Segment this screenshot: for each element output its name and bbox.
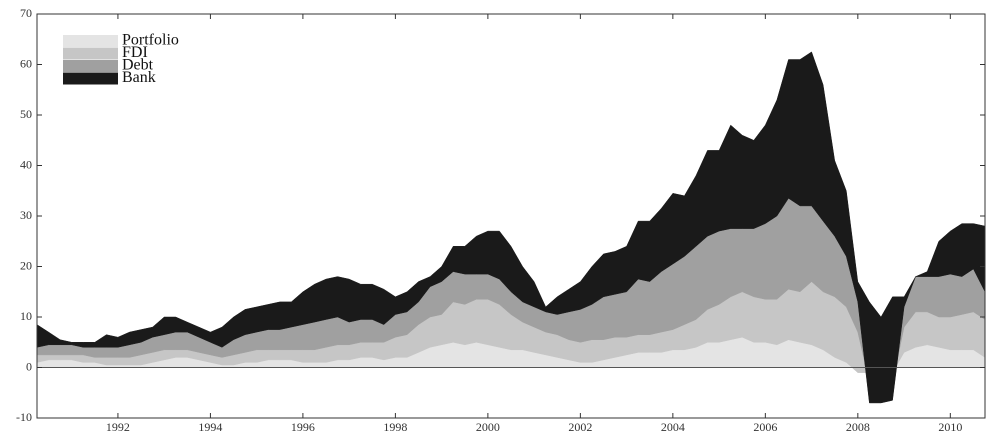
x-tick-label: 1994	[198, 420, 222, 434]
x-tick-label: 2006	[753, 420, 777, 434]
legend-label: Debt	[122, 57, 154, 74]
x-tick-label: 2000	[476, 420, 500, 434]
y-tick-label: 20	[20, 258, 32, 272]
y-tick-label: 10	[20, 309, 32, 323]
legend-swatch	[63, 60, 118, 72]
legend-label: Portfolio	[122, 32, 179, 49]
legend-label: Bank	[122, 69, 156, 86]
y-tick-label: 30	[20, 208, 32, 222]
y-tick-label: 70	[20, 6, 32, 20]
y-tick-label: 60	[20, 56, 32, 70]
y-tick-label: 0	[26, 359, 32, 373]
y-tick-label: 50	[20, 107, 32, 121]
x-tick-label: 2002	[568, 420, 592, 434]
x-tick-label: 2004	[661, 420, 685, 434]
legend-swatch	[63, 72, 118, 85]
y-tick-label: -10	[16, 410, 32, 424]
x-tick-label: 1996	[291, 420, 315, 434]
x-tick-label: 2010	[938, 420, 962, 434]
x-tick-label: 1992	[106, 420, 130, 434]
legend-swatch	[63, 35, 118, 47]
x-tick-label: 1998	[383, 420, 407, 434]
legend-label: FDI	[122, 44, 148, 61]
legend-swatch	[63, 47, 118, 60]
y-tick-label: 40	[20, 157, 32, 171]
x-tick-label: 2008	[846, 420, 870, 434]
